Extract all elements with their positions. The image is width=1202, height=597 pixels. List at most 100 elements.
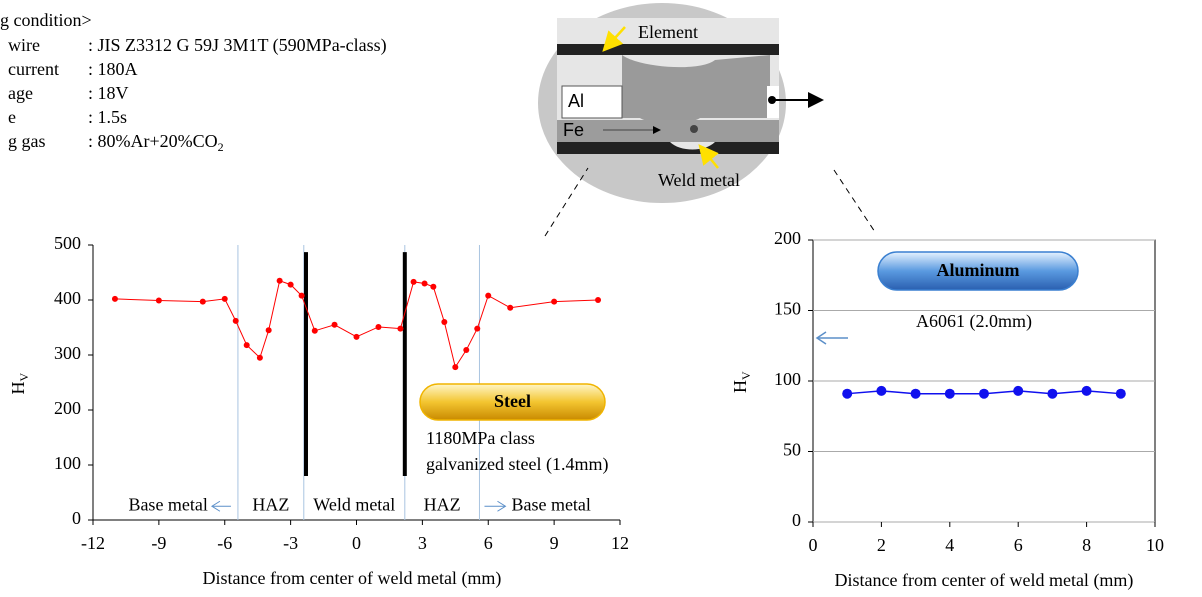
y-tick-label: 200 bbox=[54, 398, 81, 418]
data-point bbox=[485, 293, 491, 299]
figure: g condition> wire : JIS Z3312 G 59J 3M1T … bbox=[0, 0, 1202, 597]
condition-value-text: : 80%Ar+20%CO bbox=[88, 131, 218, 151]
x-tick-label: 8 bbox=[1082, 535, 1091, 555]
data-point bbox=[876, 386, 886, 396]
x-tick-label: 4 bbox=[945, 535, 954, 555]
data-point bbox=[312, 328, 318, 334]
data-point bbox=[911, 389, 921, 399]
x-tick-label: 2 bbox=[877, 535, 886, 555]
data-point bbox=[452, 364, 458, 370]
data-point bbox=[277, 278, 283, 284]
x-tick-label: 6 bbox=[1014, 535, 1023, 555]
condition-value-text: : JIS Z3312 G 59J 3M1T (590MPa-class) bbox=[88, 35, 387, 56]
data-point bbox=[1082, 386, 1092, 396]
leader-line bbox=[545, 168, 588, 236]
data-point bbox=[551, 299, 557, 305]
condition-title: g condition> bbox=[0, 10, 92, 30]
leader-line bbox=[834, 170, 875, 232]
y-tick-label: 400 bbox=[54, 288, 81, 308]
condition-label: e bbox=[8, 107, 16, 127]
data-point bbox=[441, 319, 447, 325]
x-tick-label: 9 bbox=[550, 533, 559, 553]
x-tick-label: -9 bbox=[151, 533, 166, 553]
y-tick-label: 500 bbox=[54, 233, 81, 253]
data-point bbox=[1116, 389, 1126, 399]
x-tick-label: -12 bbox=[81, 533, 105, 553]
x-tick-label: 12 bbox=[611, 533, 629, 553]
data-point bbox=[842, 389, 852, 399]
data-point bbox=[1047, 389, 1057, 399]
data-point bbox=[266, 327, 272, 333]
data-point bbox=[222, 296, 228, 302]
y-axis-label-main: H bbox=[8, 382, 28, 395]
x-axis-label: Distance from center of weld metal (mm) bbox=[835, 570, 1134, 591]
condition-value: : JIS Z3312 G 59J 3M1T (590MPa-class) bbox=[88, 35, 387, 56]
data-point bbox=[288, 282, 294, 288]
data-point bbox=[375, 324, 381, 330]
y-tick-label: 300 bbox=[54, 343, 81, 363]
condition-value: : 80%Ar+20%CO2 bbox=[88, 131, 224, 154]
page: g condition> wire : JIS Z3312 G 59J 3M1T … bbox=[0, 0, 1202, 597]
data-point bbox=[299, 293, 305, 299]
x-tick-label: 0 bbox=[809, 535, 818, 555]
data-point bbox=[1013, 386, 1023, 396]
condition-value-text: : 180A bbox=[88, 59, 138, 79]
al-label: Al bbox=[568, 91, 584, 111]
zone-label: Weld metal bbox=[313, 494, 395, 514]
data-point bbox=[244, 342, 250, 348]
condition-value: : 18V bbox=[88, 83, 129, 103]
data-point bbox=[257, 355, 263, 361]
y-tick-label: 100 bbox=[54, 453, 81, 473]
data-point bbox=[332, 322, 338, 328]
data-point bbox=[595, 297, 601, 303]
data-point bbox=[945, 389, 955, 399]
x-axis-label: Distance from center of weld metal (mm) bbox=[203, 568, 502, 589]
condition-value-sub: 2 bbox=[218, 140, 224, 154]
y-tick-label: 50 bbox=[783, 440, 801, 460]
condition-label: g gas bbox=[8, 131, 46, 151]
condition-label: wire bbox=[8, 35, 40, 55]
y-axis-label: HV bbox=[730, 371, 753, 393]
data-point bbox=[200, 299, 206, 305]
y-axis-label-main: H bbox=[730, 380, 750, 393]
condition-value-text: : 18V bbox=[88, 83, 129, 103]
note: A6061 (2.0mm) bbox=[916, 311, 1032, 332]
note: 1180MPa class bbox=[426, 428, 535, 448]
y-axis-label-sub: V bbox=[17, 373, 31, 382]
condition-value-text: : 1.5s bbox=[88, 107, 127, 127]
zone-label: Base metal bbox=[511, 494, 590, 514]
data-point bbox=[411, 279, 417, 285]
badge-label: Steel bbox=[494, 391, 531, 411]
element-label: Element bbox=[638, 22, 698, 42]
data-point bbox=[156, 298, 162, 304]
data-point bbox=[474, 326, 480, 332]
x-tick-label: -6 bbox=[217, 533, 232, 553]
condition-label: age bbox=[8, 83, 33, 103]
y-axis-label: HV bbox=[8, 373, 31, 395]
x-tick-label: 0 bbox=[352, 533, 361, 553]
data-point bbox=[354, 334, 360, 340]
zone-label: Base metal bbox=[128, 494, 207, 514]
fe-label: Fe bbox=[563, 120, 584, 140]
condition-label: current bbox=[8, 59, 59, 79]
series-line bbox=[115, 281, 598, 367]
zone-label: HAZ bbox=[424, 494, 461, 514]
data-point bbox=[463, 347, 469, 353]
condition-table: wire : JIS Z3312 G 59J 3M1T (590MPa-class… bbox=[8, 35, 387, 154]
y-axis-label-sub: V bbox=[739, 371, 753, 380]
x-tick-label: 6 bbox=[484, 533, 493, 553]
condition-value: : 180A bbox=[88, 59, 138, 79]
data-point bbox=[112, 296, 118, 302]
zone-label: HAZ bbox=[252, 494, 289, 514]
y-tick-label: 200 bbox=[774, 228, 801, 248]
weld-metal-label: Weld metal bbox=[658, 170, 740, 190]
y-tick-label: 0 bbox=[792, 510, 801, 530]
x-tick-label: -3 bbox=[283, 533, 298, 553]
data-point bbox=[430, 284, 436, 290]
data-point bbox=[397, 326, 403, 332]
data-point bbox=[979, 389, 989, 399]
y-tick-label: 0 bbox=[72, 508, 81, 528]
y-tick-label: 100 bbox=[774, 369, 801, 389]
data-point bbox=[422, 281, 428, 287]
x-tick-label: 3 bbox=[418, 533, 427, 553]
